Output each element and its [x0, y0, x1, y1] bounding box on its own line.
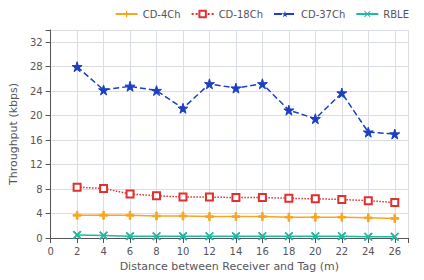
- svg-text:32: 32: [30, 37, 43, 48]
- svg-text:CD-37Ch: CD-37Ch: [301, 9, 345, 20]
- svg-text:RBLE: RBLE: [383, 9, 409, 20]
- svg-text:26: 26: [388, 246, 401, 257]
- svg-text:Distance between Receiver and: Distance between Receiver and Tag (m): [120, 260, 339, 273]
- svg-text:18: 18: [283, 246, 296, 257]
- svg-text:4: 4: [36, 208, 42, 219]
- svg-text:20: 20: [309, 246, 322, 257]
- svg-text:8: 8: [153, 246, 159, 257]
- svg-text:CD-18Ch: CD-18Ch: [219, 9, 263, 20]
- svg-text:4: 4: [100, 246, 106, 257]
- svg-text:0: 0: [47, 246, 53, 257]
- svg-text:16: 16: [30, 135, 43, 146]
- svg-text:CD-4Ch: CD-4Ch: [143, 9, 181, 20]
- svg-text:16: 16: [256, 246, 269, 257]
- svg-text:12: 12: [30, 159, 43, 170]
- svg-text:0: 0: [36, 233, 42, 244]
- svg-text:6: 6: [127, 246, 133, 257]
- svg-text:20: 20: [30, 110, 43, 121]
- svg-text:28: 28: [30, 61, 43, 72]
- svg-text:22: 22: [335, 246, 348, 257]
- svg-text:10: 10: [177, 246, 190, 257]
- svg-text:24: 24: [362, 246, 375, 257]
- svg-text:8: 8: [36, 184, 42, 195]
- svg-text:2: 2: [74, 246, 80, 257]
- svg-text:Throughput (kbps): Throughput (kbps): [7, 83, 20, 186]
- svg-text:14: 14: [230, 246, 243, 257]
- svg-text:24: 24: [30, 86, 43, 97]
- svg-text:12: 12: [203, 246, 216, 257]
